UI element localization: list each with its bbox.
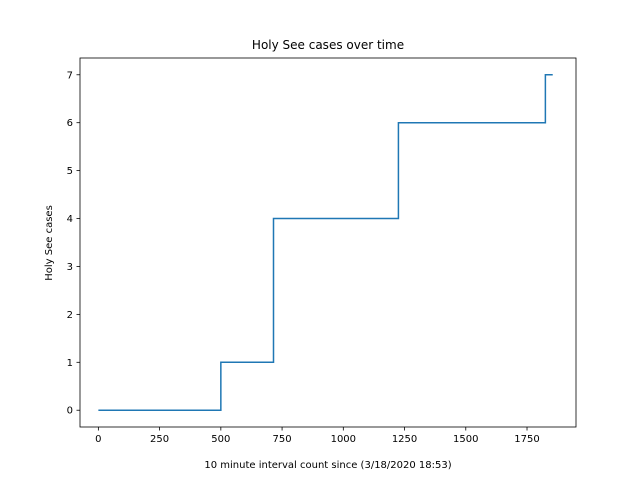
x-axis-label: 10 minute interval count since (3/18/202… — [204, 460, 451, 471]
y-axis-label: Holy See cases — [44, 205, 55, 281]
x-tick-label: 500 — [211, 434, 230, 445]
chart-title: Holy See cases over time — [252, 38, 404, 52]
x-tick-label: 0 — [95, 434, 101, 445]
x-tick-label: 1250 — [392, 434, 417, 445]
plot-area — [98, 74, 553, 411]
x-tick-label: 250 — [150, 434, 169, 445]
x-tick-label: 1000 — [331, 434, 356, 445]
x-tick-label: 1500 — [453, 434, 478, 445]
y-tick-label: 6 — [67, 118, 73, 129]
y-tick-label: 5 — [67, 166, 73, 177]
y-tick-label: 4 — [67, 214, 73, 225]
y-tick-label: 7 — [67, 70, 73, 81]
y-tick-label: 3 — [67, 262, 73, 273]
y-axis: 0 1 2 3 4 5 6 7 — [67, 70, 80, 417]
y-tick-label: 0 — [67, 406, 73, 417]
x-tick-label: 750 — [273, 434, 292, 445]
plot-frame — [79, 57, 577, 428]
series-line-0 — [98, 74, 553, 411]
y-tick-label: 1 — [67, 358, 73, 369]
x-axis: 0 250 500 750 1000 1250 1500 1750 — [95, 427, 540, 445]
x-tick-label: 1750 — [514, 434, 539, 445]
y-tick-label: 2 — [67, 310, 73, 321]
